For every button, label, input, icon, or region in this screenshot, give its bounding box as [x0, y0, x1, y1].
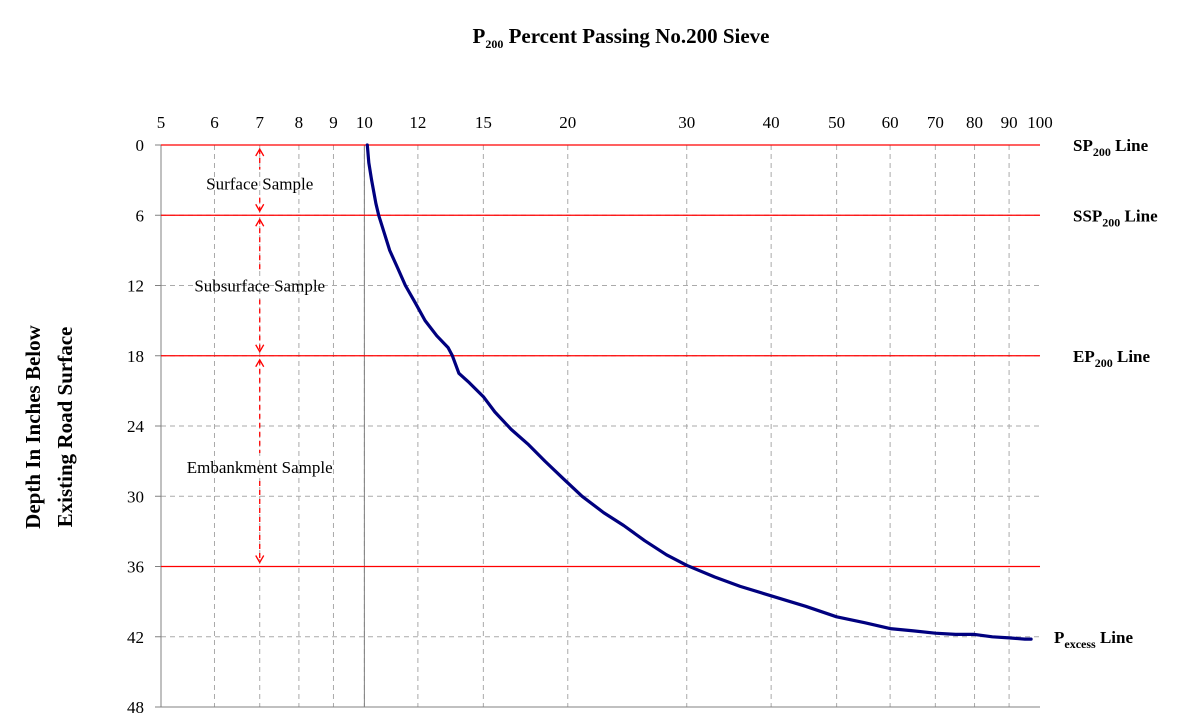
y-axis-label-line-2: Existing Road Surface: [53, 327, 77, 528]
x-tick-label: 70: [927, 113, 944, 132]
plot-area: 0 6 12 18 24 30 36 42 48 5 6 7 8 9 10 12 15 20 30 40 50 60 70 8…: [127, 113, 1158, 717]
x-tick-label: 6: [210, 113, 219, 132]
x-tick-label: 20: [559, 113, 576, 132]
y-tick-label: 6: [136, 206, 145, 225]
zone-label: Subsurface Sample: [194, 277, 325, 296]
y-tick-label: 24: [127, 417, 145, 436]
zone-arrow-head: [255, 217, 265, 227]
x-tick-label: 30: [678, 113, 695, 132]
reference-line-label-main: P: [1054, 628, 1064, 647]
reference-line-label-subscript: 200: [1102, 215, 1120, 229]
y-axis-label: Depth In Inches Below Existing Road Surf…: [21, 324, 77, 528]
reference-line-label-rest: Line: [1120, 206, 1158, 225]
reference-line-label: SP200 Line: [1073, 136, 1149, 159]
reference-line-label-rest: Line: [1111, 136, 1149, 155]
chart-title: P200 Percent Passing No.200 Sieve: [473, 24, 770, 51]
reference-line-label-main: SP: [1073, 136, 1093, 155]
x-tick-label: 15: [475, 113, 492, 132]
reference-line-label-main: SSP: [1073, 206, 1102, 225]
reference-line-label-rest: Line: [1113, 347, 1151, 366]
x-tick-label: 7: [255, 113, 264, 132]
x-tick-label: 100: [1027, 113, 1053, 132]
zone-arrow-head: [255, 555, 265, 564]
zone-arrow-head: [255, 147, 265, 157]
zone-arrow-head: [255, 203, 265, 213]
x-tick-label: 8: [295, 113, 304, 132]
reference-line-label-subscript: 200: [1095, 356, 1113, 370]
x-tick-label: 90: [1001, 113, 1018, 132]
y-tick-label: 36: [127, 558, 144, 577]
x-tick-label: 12: [409, 113, 426, 132]
y-tick-label: 12: [127, 277, 144, 296]
y-tick-label: 0: [136, 136, 145, 155]
x-tick-label: 50: [828, 113, 845, 132]
reference-line-label: EP200 Line: [1073, 347, 1151, 370]
y-tick-label: 48: [127, 698, 144, 717]
zone-label: Surface Sample: [206, 175, 313, 194]
zone-arrow-head: [255, 344, 265, 354]
chart-title-main: P: [473, 24, 486, 48]
x-tick-label: 80: [966, 113, 983, 132]
x-tick-label: 10: [356, 113, 373, 132]
reference-line-label-rest: Line: [1096, 628, 1134, 647]
zone-label: Embankment Sample: [187, 458, 333, 477]
p200-curve: [365, 143, 1033, 641]
chart-title-rest: Percent Passing No.200 Sieve: [503, 24, 769, 48]
reference-line-label-subscript: 200: [1093, 145, 1111, 159]
reference-line-label: Pexcess Line: [1054, 628, 1133, 651]
y-tick-label: 18: [127, 347, 144, 366]
zone-arrow-head: [255, 358, 265, 368]
x-tick-label: 9: [329, 113, 338, 132]
reference-line-label-subscript: excess: [1064, 637, 1096, 651]
reference-line-label: SSP200 Line: [1073, 206, 1158, 229]
x-tick-label: 5: [157, 113, 166, 132]
y-tick-label: 42: [127, 628, 144, 647]
y-tick-label: 30: [127, 487, 144, 506]
reference-line-label-main: EP: [1073, 347, 1095, 366]
y-axis-label-line-1: Depth In Inches Below: [21, 324, 45, 528]
x-tick-label: 60: [882, 113, 899, 132]
chart-title-subscript: 200: [485, 37, 503, 51]
x-tick-label: 40: [763, 113, 780, 132]
